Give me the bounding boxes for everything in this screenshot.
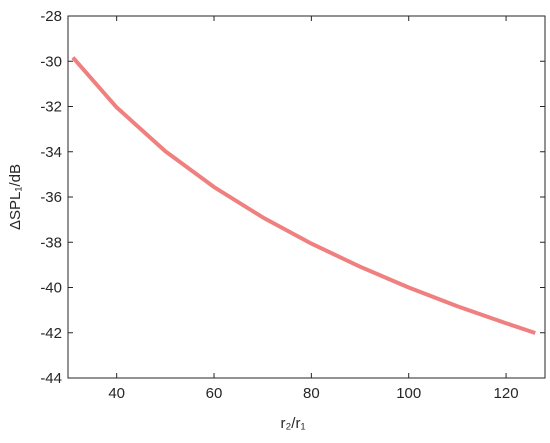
x-tick-label: 100	[396, 385, 421, 402]
y-tick-label: -40	[40, 280, 62, 297]
y-axis-label: ΔSPL₁/dB	[7, 164, 24, 230]
x-tick-label: 120	[494, 385, 519, 402]
y-tick-label: -42	[40, 325, 62, 342]
y-tick-label: -28	[40, 8, 62, 25]
x-tick-label: 40	[108, 385, 125, 402]
y-tick-label: -38	[40, 234, 62, 251]
y-tick-label: -34	[40, 144, 62, 161]
y-tick-label: -30	[40, 53, 62, 70]
y-tick-label: -32	[40, 99, 62, 116]
x-tick-label: 60	[206, 385, 223, 402]
y-tick-label: -36	[40, 189, 62, 206]
x-axis-label: r₂/r₁	[280, 415, 305, 432]
data-line	[71, 56, 536, 335]
y-tick-label: -44	[40, 370, 62, 387]
plot-frame	[67, 15, 546, 379]
x-tick-label: 80	[303, 385, 320, 402]
